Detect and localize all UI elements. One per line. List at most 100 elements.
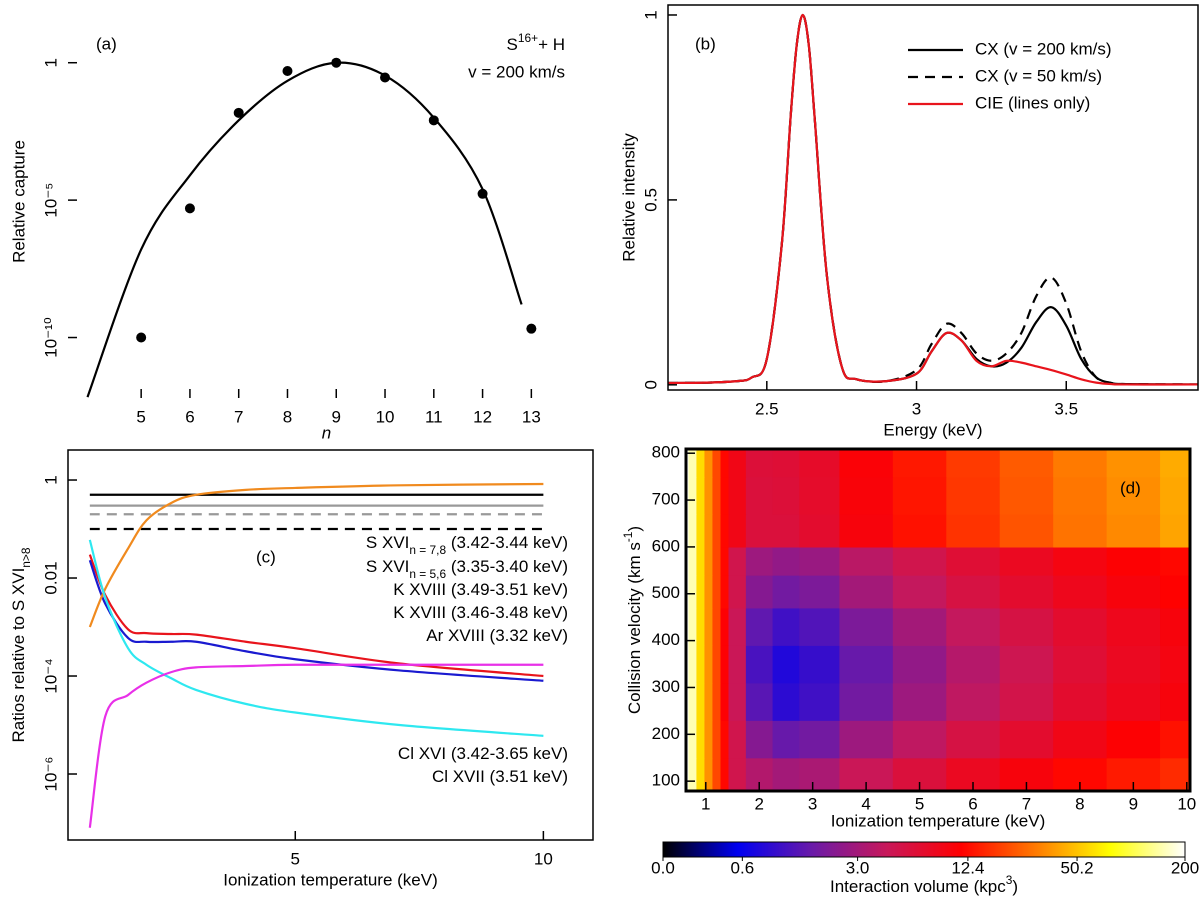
heat-cell	[839, 476, 894, 515]
legend-label: S XVIn = 5,6 (3.35-3.40 keV)	[366, 557, 568, 581]
heat-cell	[728, 645, 747, 684]
heat-cell	[799, 720, 840, 759]
point	[233, 107, 244, 118]
heat-cell	[728, 449, 747, 478]
x-tick-label: 10	[376, 407, 395, 426]
x-tick-label: 8	[1075, 794, 1084, 813]
y-tick-label: 10⁻⁵	[41, 183, 60, 218]
y-tick-label: 500	[652, 583, 680, 602]
heat-cell	[1106, 645, 1161, 684]
colorbar-tick-label: 12.4	[951, 858, 984, 877]
heat-cell	[720, 682, 730, 721]
heat-cell	[688, 645, 698, 684]
heat-cell	[999, 546, 1054, 576]
heat-cell	[720, 720, 730, 759]
heat-cell	[1106, 514, 1161, 548]
heat-cell	[772, 720, 800, 759]
heat-cell	[799, 476, 840, 515]
heat-cell	[999, 682, 1054, 721]
heat-cell	[745, 575, 774, 609]
x-axis-label: Ionization temperature (keV)	[831, 811, 1046, 830]
y-tick-label: 10⁻⁴	[41, 658, 60, 693]
colorbar-tick-label: 0.0	[651, 858, 675, 877]
heat-cell	[1160, 476, 1190, 515]
line	[668, 13, 1198, 386]
heat-cell	[1106, 546, 1161, 576]
y-tick-label: 0.5	[641, 188, 660, 212]
colorbar-label-part: 3	[1006, 873, 1013, 887]
line	[88, 559, 544, 682]
heat-cell	[999, 607, 1054, 646]
point	[526, 323, 537, 334]
x-tick-label: 5	[291, 849, 300, 868]
heat-cell	[892, 575, 947, 609]
legend-label: K XVIII (3.46-3.48 keV)	[393, 603, 568, 622]
x-tick-label: 5	[915, 794, 924, 813]
heat-cell	[892, 546, 947, 576]
heat-cell	[839, 645, 894, 684]
heat-cell	[1053, 546, 1108, 576]
heat-cell	[892, 476, 947, 515]
legend-label-part: Cl XVI (3.42-3.65 keV)	[398, 744, 568, 763]
heat-cell	[720, 645, 730, 684]
heat-cell	[772, 575, 800, 609]
plot-frame	[67, 449, 594, 841]
heat-cell	[745, 720, 774, 759]
x-tick-label: 4	[861, 794, 870, 813]
heat-cell	[1160, 514, 1190, 548]
heat-cell	[696, 645, 706, 684]
point	[428, 115, 439, 126]
heat-cell	[1160, 645, 1190, 684]
heat-cell	[946, 546, 1001, 576]
heat-cell	[1106, 607, 1161, 646]
legend-label-part: (3.42-3.44 keV)	[446, 533, 568, 552]
legend-label: CX (v = 200 km/s)	[975, 39, 1112, 58]
heat-cell	[712, 645, 722, 684]
heat-cell	[1106, 720, 1161, 759]
colorbar-tick-label: 0.6	[731, 858, 755, 877]
heat-cell	[839, 546, 894, 576]
legend-label-part: K XVIII (3.49-3.51 keV)	[393, 580, 568, 599]
heat-cell	[728, 682, 747, 721]
y-tick-label: 0.01	[41, 561, 60, 594]
x-axis-label: Ionization temperature (keV)	[223, 870, 438, 889]
legend-label: K XVIII (3.49-3.51 keV)	[393, 580, 568, 599]
heat-cell	[1053, 449, 1108, 478]
heat-cell	[946, 514, 1001, 548]
line	[88, 663, 544, 828]
legend-label: Ar XVIII (3.32 keV)	[426, 626, 568, 645]
heat-cell	[696, 607, 706, 646]
heat-cell	[892, 720, 947, 759]
heat-cell	[704, 449, 714, 478]
heat-cell	[712, 449, 722, 478]
panel-label: (d)	[1120, 478, 1141, 497]
plot-frame	[684, 447, 1192, 793]
heat-cell	[712, 575, 722, 609]
y-tick-label: 1	[41, 58, 60, 67]
heat-cell	[772, 607, 800, 646]
heat-cell	[720, 575, 730, 609]
heat-cell	[892, 449, 947, 478]
x-tick-label: 10	[534, 849, 553, 868]
heat-cell	[745, 514, 774, 548]
heat-cell	[799, 514, 840, 548]
heat-cell	[999, 575, 1054, 609]
legend-label-part: S XVI	[366, 533, 409, 552]
heat-cell	[1053, 575, 1108, 609]
heat-cell	[892, 682, 947, 721]
heat-cell	[704, 757, 714, 791]
x-tick-label: 3	[808, 794, 817, 813]
panel-label: (b)	[695, 34, 716, 53]
y-tick-label: 600	[652, 536, 680, 555]
heat-cell	[704, 607, 714, 646]
heat-cell	[946, 476, 1001, 515]
heat-cell	[704, 720, 714, 759]
heat-cell	[696, 575, 706, 609]
heat-cell	[1160, 546, 1190, 576]
heat-cell	[696, 720, 706, 759]
colorbar	[662, 841, 1186, 858]
heat-cell	[1053, 720, 1108, 759]
heat-cell	[772, 514, 800, 548]
